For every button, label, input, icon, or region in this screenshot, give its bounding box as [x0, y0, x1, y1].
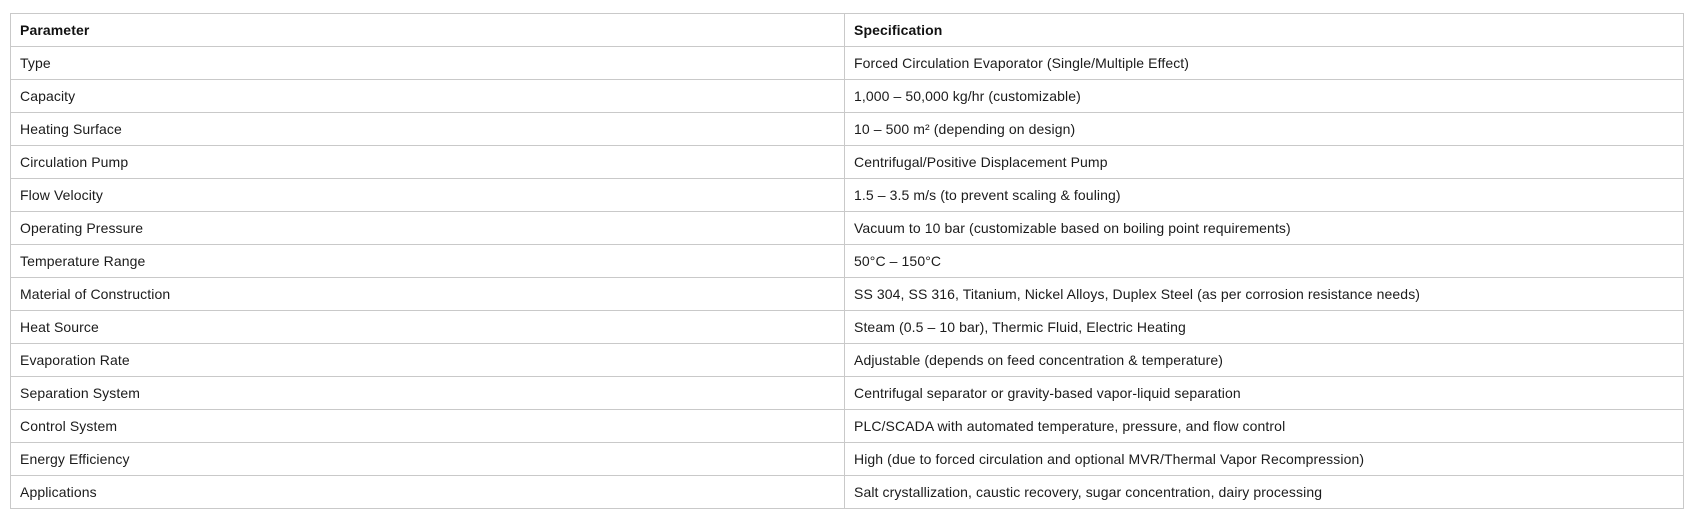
specification-cell: Salt crystallization, caustic recovery, …: [844, 475, 1684, 509]
specification-cell: SS 304, SS 316, Titanium, Nickel Alloys,…: [844, 277, 1684, 311]
specification-table: Parameter Specification Type Forced Circ…: [10, 13, 1684, 509]
table-row: Capacity 1,000 – 50,000 kg/hr (customiza…: [10, 79, 1684, 113]
specification-cell: 1.5 – 3.5 m/s (to prevent scaling & foul…: [844, 178, 1684, 212]
table-row: Heat Source Steam (0.5 – 10 bar), Thermi…: [10, 310, 1684, 344]
table-row: Material of Construction SS 304, SS 316,…: [10, 277, 1684, 311]
parameter-cell: Circulation Pump: [10, 145, 845, 179]
specification-cell: 1,000 – 50,000 kg/hr (customizable): [844, 79, 1684, 113]
table-row: Applications Salt crystallization, caust…: [10, 475, 1684, 509]
parameter-cell: Evaporation Rate: [10, 343, 845, 377]
parameter-cell: Heating Surface: [10, 112, 845, 146]
table-row: Evaporation Rate Adjustable (depends on …: [10, 343, 1684, 377]
specification-cell: Centrifugal separator or gravity-based v…: [844, 376, 1684, 410]
specification-cell: Vacuum to 10 bar (customizable based on …: [844, 211, 1684, 245]
parameter-cell: Energy Efficiency: [10, 442, 845, 476]
table-row: Control System PLC/SCADA with automated …: [10, 409, 1684, 443]
parameter-cell: Separation System: [10, 376, 845, 410]
specification-cell: 10 – 500 m² (depending on design): [844, 112, 1684, 146]
parameter-cell: Temperature Range: [10, 244, 845, 278]
table-row: Type Forced Circulation Evaporator (Sing…: [10, 46, 1684, 80]
parameter-cell: Type: [10, 46, 845, 80]
specification-cell: 50°C – 150°C: [844, 244, 1684, 278]
column-header-specification: Specification: [844, 13, 1684, 47]
parameter-cell: Operating Pressure: [10, 211, 845, 245]
specification-cell: PLC/SCADA with automated temperature, pr…: [844, 409, 1684, 443]
table-row: Temperature Range 50°C – 150°C: [10, 244, 1684, 278]
parameter-cell: Control System: [10, 409, 845, 443]
specification-cell: High (due to forced circulation and opti…: [844, 442, 1684, 476]
table-row: Heating Surface 10 – 500 m² (depending o…: [10, 112, 1684, 146]
table-row: Flow Velocity 1.5 – 3.5 m/s (to prevent …: [10, 178, 1684, 212]
specification-cell: Forced Circulation Evaporator (Single/Mu…: [844, 46, 1684, 80]
table-row: Separation System Centrifugal separator …: [10, 376, 1684, 410]
table-header-row: Parameter Specification: [10, 13, 1684, 47]
table-row: Energy Efficiency High (due to forced ci…: [10, 442, 1684, 476]
parameter-cell: Applications: [10, 475, 845, 509]
specification-cell: Centrifugal/Positive Displacement Pump: [844, 145, 1684, 179]
parameter-cell: Flow Velocity: [10, 178, 845, 212]
column-header-parameter: Parameter: [10, 13, 845, 47]
specification-cell: Steam (0.5 – 10 bar), Thermic Fluid, Ele…: [844, 310, 1684, 344]
parameter-cell: Material of Construction: [10, 277, 845, 311]
parameter-cell: Capacity: [10, 79, 845, 113]
parameter-cell: Heat Source: [10, 310, 845, 344]
table-row: Operating Pressure Vacuum to 10 bar (cus…: [10, 211, 1684, 245]
specification-cell: Adjustable (depends on feed concentratio…: [844, 343, 1684, 377]
table-row: Circulation Pump Centrifugal/Positive Di…: [10, 145, 1684, 179]
